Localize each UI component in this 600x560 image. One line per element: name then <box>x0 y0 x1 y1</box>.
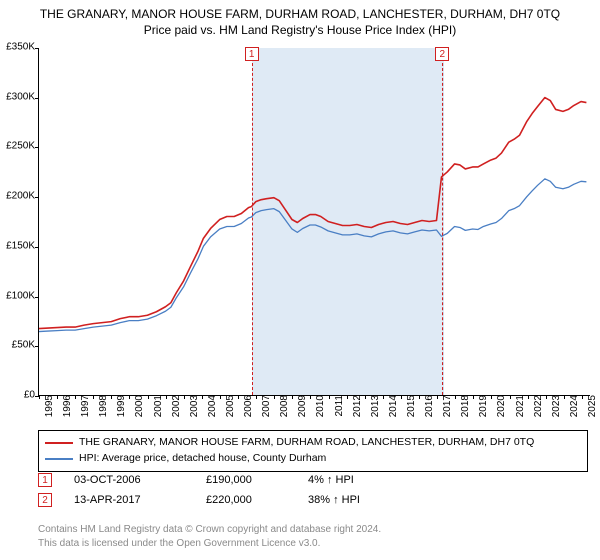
marker-badge: 2 <box>435 47 449 61</box>
legend-label-price: THE GRANARY, MANOR HOUSE FARM, DURHAM RO… <box>79 435 534 451</box>
x-tick-mark <box>310 395 311 399</box>
x-tick-mark <box>256 395 257 399</box>
x-tick-label: 2011 <box>332 395 345 417</box>
x-tick-label: 1995 <box>42 395 55 417</box>
x-tick-label: 2005 <box>223 395 236 417</box>
transaction-row: 1 03-OCT-2006 £190,000 4% ↑ HPI <box>38 473 588 487</box>
legend-swatch-hpi <box>45 458 73 460</box>
series-line-hpi <box>39 179 586 332</box>
x-tick-mark <box>419 395 420 399</box>
legend-label-hpi: HPI: Average price, detached house, Coun… <box>79 451 326 467</box>
x-tick-mark <box>473 395 474 399</box>
x-tick-mark <box>75 395 76 399</box>
y-tick-mark <box>35 48 39 49</box>
x-tick-label: 2012 <box>350 395 363 417</box>
x-tick-label: 2018 <box>458 395 471 417</box>
transaction-delta: 38% ↑ HPI <box>308 494 388 506</box>
x-tick-mark <box>148 395 149 399</box>
x-tick-mark <box>401 395 402 399</box>
x-tick-mark <box>57 395 58 399</box>
x-tick-mark <box>491 395 492 399</box>
marker-badge: 1 <box>245 47 259 61</box>
y-tick-label: £0 <box>24 390 39 401</box>
x-tick-mark <box>111 395 112 399</box>
footer: Contains HM Land Registry data © Crown c… <box>38 523 588 550</box>
x-tick-mark <box>238 395 239 399</box>
title-line-2: Price paid vs. HM Land Registry's House … <box>0 22 600 38</box>
transaction-badge: 1 <box>38 473 52 487</box>
price-chart: 12£0£50K£100K£150K£200K£250K£300K£350K19… <box>38 48 590 396</box>
x-tick-label: 1998 <box>96 395 109 417</box>
x-tick-label: 2009 <box>295 395 308 417</box>
x-tick-mark <box>166 395 167 399</box>
x-tick-label: 2006 <box>241 395 254 417</box>
transaction-price: £220,000 <box>206 494 286 506</box>
footer-line-1: Contains HM Land Registry data © Crown c… <box>38 523 588 537</box>
marker-line <box>442 48 443 395</box>
x-tick-mark <box>274 395 275 399</box>
x-tick-label: 2019 <box>476 395 489 417</box>
x-tick-label: 2008 <box>277 395 290 417</box>
footer-line-2: This data is licensed under the Open Gov… <box>38 537 588 551</box>
legend: THE GRANARY, MANOR HOUSE FARM, DURHAM RO… <box>38 430 588 472</box>
x-tick-label: 2017 <box>440 395 453 417</box>
x-tick-label: 2022 <box>531 395 544 417</box>
x-tick-label: 2003 <box>187 395 200 417</box>
x-tick-mark <box>39 395 40 399</box>
y-tick-mark <box>35 197 39 198</box>
marker-line <box>252 48 253 395</box>
x-tick-label: 2023 <box>549 395 562 417</box>
y-tick-mark <box>35 98 39 99</box>
x-tick-label: 2020 <box>494 395 507 417</box>
x-tick-label: 1997 <box>78 395 91 417</box>
transactions-block: 1 03-OCT-2006 £190,000 4% ↑ HPI 2 13-APR… <box>38 473 588 513</box>
x-tick-mark <box>383 395 384 399</box>
title-line-1: THE GRANARY, MANOR HOUSE FARM, DURHAM RO… <box>0 6 600 22</box>
x-tick-label: 1996 <box>60 395 73 417</box>
transaction-date: 13-APR-2017 <box>74 494 184 506</box>
y-tick-mark <box>35 297 39 298</box>
transaction-date: 03-OCT-2006 <box>74 474 184 486</box>
x-tick-mark <box>292 395 293 399</box>
x-tick-label: 2007 <box>259 395 272 417</box>
legend-swatch-price <box>45 442 73 444</box>
x-tick-label: 2013 <box>368 395 381 417</box>
x-tick-label: 2025 <box>585 395 598 417</box>
y-tick-mark <box>35 346 39 347</box>
x-tick-mark <box>347 395 348 399</box>
y-tick-mark <box>35 147 39 148</box>
x-tick-label: 2001 <box>151 395 164 417</box>
x-tick-mark <box>220 395 221 399</box>
x-tick-mark <box>93 395 94 399</box>
x-tick-mark <box>510 395 511 399</box>
x-tick-label: 2015 <box>404 395 417 417</box>
transaction-delta: 4% ↑ HPI <box>308 474 388 486</box>
x-tick-label: 2016 <box>422 395 435 417</box>
y-tick-label: £350K <box>6 42 39 53</box>
transaction-price: £190,000 <box>206 474 286 486</box>
x-tick-label: 2002 <box>169 395 182 417</box>
x-tick-mark <box>202 395 203 399</box>
x-tick-mark <box>455 395 456 399</box>
x-tick-mark <box>528 395 529 399</box>
transaction-row: 2 13-APR-2017 £220,000 38% ↑ HPI <box>38 493 588 507</box>
x-tick-mark <box>564 395 565 399</box>
transaction-badge: 2 <box>38 493 52 507</box>
x-tick-mark <box>129 395 130 399</box>
x-tick-mark <box>582 395 583 399</box>
x-tick-mark <box>184 395 185 399</box>
x-tick-label: 2010 <box>313 395 326 417</box>
x-tick-mark <box>437 395 438 399</box>
series-line-price_paid <box>39 98 586 329</box>
x-tick-label: 2004 <box>205 395 218 417</box>
x-tick-label: 1999 <box>114 395 127 417</box>
x-tick-mark <box>329 395 330 399</box>
y-tick-mark <box>35 247 39 248</box>
x-tick-label: 2021 <box>513 395 526 417</box>
x-tick-mark <box>546 395 547 399</box>
x-tick-label: 2024 <box>567 395 580 417</box>
x-tick-label: 2014 <box>386 395 399 417</box>
x-tick-mark <box>365 395 366 399</box>
x-tick-label: 2000 <box>132 395 145 417</box>
